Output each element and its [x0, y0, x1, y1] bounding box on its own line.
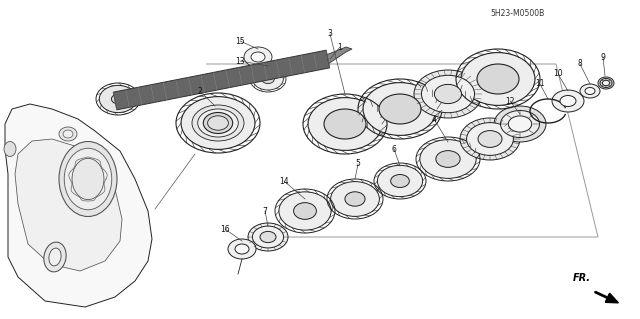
Ellipse shape	[500, 110, 540, 137]
Ellipse shape	[324, 109, 366, 139]
Ellipse shape	[436, 151, 460, 167]
Ellipse shape	[260, 231, 276, 243]
Ellipse shape	[477, 64, 519, 94]
Polygon shape	[327, 47, 352, 63]
Ellipse shape	[111, 94, 125, 104]
Text: 10: 10	[553, 70, 563, 78]
Polygon shape	[15, 139, 122, 271]
Ellipse shape	[345, 192, 365, 206]
Ellipse shape	[64, 148, 112, 210]
Ellipse shape	[192, 105, 244, 141]
Ellipse shape	[494, 106, 546, 142]
Ellipse shape	[207, 116, 228, 130]
Ellipse shape	[552, 90, 584, 112]
Ellipse shape	[251, 52, 265, 62]
Ellipse shape	[59, 142, 117, 217]
Ellipse shape	[331, 182, 380, 216]
Text: 5H23-M0500B: 5H23-M0500B	[490, 10, 544, 19]
Ellipse shape	[99, 85, 137, 113]
Ellipse shape	[390, 174, 410, 188]
Ellipse shape	[253, 68, 284, 90]
Ellipse shape	[435, 85, 461, 104]
Text: 14: 14	[279, 176, 289, 186]
Text: 7: 7	[262, 206, 268, 216]
Text: 16: 16	[220, 225, 230, 234]
Ellipse shape	[363, 83, 437, 135]
Ellipse shape	[478, 130, 502, 147]
Polygon shape	[5, 104, 152, 307]
Text: 4: 4	[431, 115, 436, 123]
Ellipse shape	[460, 118, 520, 160]
Ellipse shape	[72, 158, 104, 200]
Ellipse shape	[508, 116, 532, 132]
Ellipse shape	[422, 75, 474, 113]
Ellipse shape	[59, 127, 77, 141]
Text: 1: 1	[338, 42, 342, 51]
Ellipse shape	[181, 97, 255, 149]
Ellipse shape	[580, 84, 600, 98]
Ellipse shape	[600, 78, 612, 87]
Text: 8: 8	[578, 60, 582, 69]
Ellipse shape	[248, 223, 288, 251]
Ellipse shape	[262, 74, 275, 84]
Ellipse shape	[379, 94, 421, 124]
Ellipse shape	[602, 80, 610, 86]
Ellipse shape	[467, 122, 513, 155]
Ellipse shape	[585, 87, 595, 94]
Ellipse shape	[279, 192, 331, 230]
Ellipse shape	[252, 226, 284, 248]
Ellipse shape	[414, 70, 482, 118]
Polygon shape	[605, 293, 618, 303]
Ellipse shape	[308, 98, 382, 150]
Ellipse shape	[4, 142, 16, 157]
Ellipse shape	[244, 47, 272, 67]
Ellipse shape	[49, 248, 61, 266]
Ellipse shape	[378, 165, 422, 197]
Text: 12: 12	[505, 97, 515, 106]
Ellipse shape	[598, 77, 614, 89]
Ellipse shape	[235, 244, 249, 254]
Ellipse shape	[204, 113, 233, 133]
Text: 15: 15	[235, 36, 245, 46]
Text: 9: 9	[600, 53, 605, 62]
Ellipse shape	[198, 109, 238, 137]
Ellipse shape	[63, 130, 73, 138]
Text: 11: 11	[535, 79, 545, 88]
Text: 6: 6	[392, 145, 396, 153]
Ellipse shape	[44, 242, 66, 272]
Text: 13: 13	[235, 56, 245, 65]
Text: 2: 2	[198, 86, 202, 95]
Ellipse shape	[461, 53, 535, 105]
Text: 5: 5	[356, 160, 360, 168]
Text: 3: 3	[328, 29, 332, 39]
Polygon shape	[113, 50, 330, 110]
Text: FR.: FR.	[573, 273, 591, 283]
Ellipse shape	[294, 203, 316, 219]
Ellipse shape	[228, 239, 256, 259]
Ellipse shape	[420, 140, 476, 178]
Ellipse shape	[560, 95, 576, 107]
